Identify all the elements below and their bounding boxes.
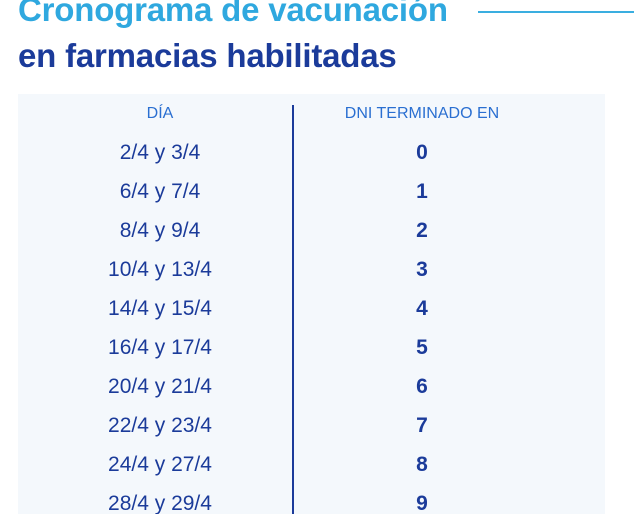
table-row: 10/4 y 13/4 3 (0, 250, 634, 289)
column-header-day: DÍA (146, 105, 174, 122)
day-cell: 2/4 y 3/4 (119, 141, 201, 164)
table-row: 20/4 y 21/4 6 (0, 367, 634, 406)
dni-cell: 3 (416, 258, 428, 281)
table-row: 8/4 y 9/4 2 (0, 211, 634, 250)
dni-cell: 5 (416, 336, 428, 359)
dni-cell: 7 (416, 414, 428, 437)
day-cell: 24/4 y 27/4 (108, 453, 212, 476)
table-row: 6/4 y 7/4 1 (0, 172, 634, 211)
dni-cell: 0 (416, 141, 428, 164)
dni-cell: 9 (416, 492, 428, 514)
day-cell: 28/4 y 29/4 (108, 492, 212, 514)
dni-cell: 6 (416, 375, 428, 398)
day-cell: 8/4 y 9/4 (119, 219, 201, 242)
table-row: 16/4 y 17/4 5 (0, 328, 634, 367)
dni-cell: 2 (416, 219, 428, 242)
day-cell: 6/4 y 7/4 (119, 180, 201, 203)
table-body: 2/4 y 3/4 0 6/4 y 7/4 1 8/4 y 9/4 2 10/4… (0, 133, 634, 514)
day-cell: 10/4 y 13/4 (108, 258, 212, 281)
table-row: 2/4 y 3/4 0 (0, 133, 634, 172)
page-title-line-1: Cronograma de vacunación (18, 0, 448, 28)
dni-cell: 1 (416, 180, 428, 203)
dni-cell: 8 (416, 453, 428, 476)
table-row: 14/4 y 15/4 4 (0, 289, 634, 328)
table-row: 24/4 y 27/4 8 (0, 445, 634, 484)
top-accent-rule (478, 11, 634, 13)
column-divider (292, 105, 294, 514)
day-cell: 20/4 y 21/4 (108, 375, 212, 398)
day-cell: 22/4 y 23/4 (108, 414, 212, 437)
table-row: 22/4 y 23/4 7 (0, 406, 634, 445)
day-cell: 16/4 y 17/4 (108, 336, 212, 359)
dni-cell: 4 (416, 297, 428, 320)
schedule-table (18, 94, 605, 514)
column-header-dni: DNI TERMINADO EN (344, 105, 500, 122)
day-cell: 14/4 y 15/4 (108, 297, 212, 320)
table-row: 28/4 y 29/4 9 (0, 484, 634, 514)
page-title-line-2: en farmacias habilitadas (18, 37, 397, 74)
